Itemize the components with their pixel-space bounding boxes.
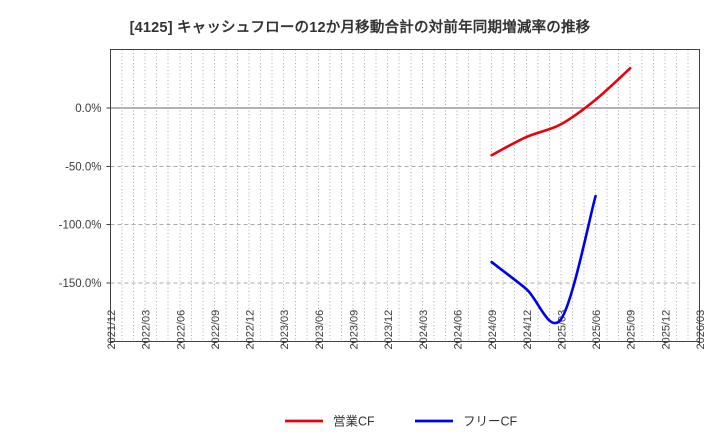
x-axis-tick-label: 2025/06 [591, 310, 603, 350]
y-axis-tick-labels: 0.0% -50.0% -100.0% -150.0% [59, 103, 102, 290]
x-axis-tick-label: 2024/06 [452, 310, 464, 350]
x-axis-tick-label: 2024/09 [487, 310, 499, 350]
x-axis-tick-label: 2024/03 [418, 310, 430, 350]
x-axis-tick-label: 2022/12 [245, 310, 257, 350]
x-axis-tick-labels: 2021/12 2022/03 2022/06 2022/09 2022/12 2023/… [106, 310, 707, 350]
gridlines-vertical [110, 49, 700, 342]
x-axis-tick-label: 2022/09 [210, 310, 222, 350]
axis-frame [106, 49, 700, 346]
series-line-free-cf [490, 194, 597, 325]
y-axis-tick-label: 0.0% [75, 103, 101, 115]
x-axis-tick-label: 2025/09 [626, 310, 638, 350]
x-axis-tick-label: 2023/06 [314, 310, 326, 350]
series-line-operating-cf [490, 66, 632, 157]
y-axis-tick-label: -150.0% [59, 278, 102, 290]
data-series-lines [490, 66, 632, 325]
legend-label-operating-cf[interactable]: 営業CF [333, 413, 375, 428]
gridlines-horizontal [110, 165, 700, 284]
x-axis-tick-label: 2022/03 [141, 310, 153, 350]
x-axis-tick-label: 2025/12 [660, 310, 672, 350]
x-axis-tick-label: 2023/03 [279, 310, 291, 350]
x-axis-tick-label: 2026/03 [695, 310, 707, 350]
y-axis-tick-label: -50.0% [65, 161, 101, 173]
y-axis-tick-label: -100.0% [59, 220, 102, 232]
x-axis-tick-label: 2022/06 [175, 310, 187, 350]
x-axis-tick-label: 2021/12 [106, 310, 118, 350]
x-axis-tick-label: 2023/09 [349, 310, 361, 350]
x-axis-tick-label: 2024/12 [522, 310, 534, 350]
plot-border [110, 49, 700, 342]
chart-title: [4125] キャッシュフローの12か月移動合計の対前年同期増減率の推移 [129, 20, 591, 36]
legend-label-free-cf[interactable]: フリーCF [463, 414, 518, 428]
x-axis-tick-label: 2023/12 [383, 310, 395, 350]
chart-legend: 営業CF フリーCF [285, 413, 518, 428]
